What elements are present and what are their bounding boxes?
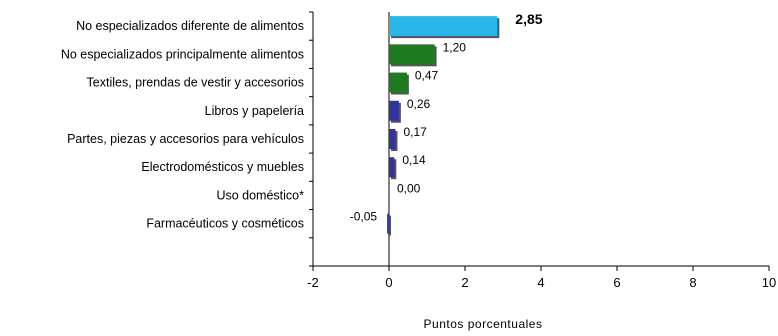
bar [387,213,389,234]
value-label: 0,26 [407,97,431,111]
category-label: Farmacéuticos y cosméticos [146,217,304,231]
value-label: 0,47 [415,69,439,83]
bar [389,44,435,65]
x-tick-label: 8 [689,275,696,290]
category-label: No especializados diferente de alimentos [76,19,304,33]
x-tick-label: 10 [762,275,776,290]
category-label: Libros y papelería [205,104,304,118]
category-label: No especializados principalmente aliment… [61,47,304,61]
category-label: Partes, piezas y accesorios para vehícul… [67,132,304,146]
x-tick-label: -2 [307,275,319,290]
x-tick-label: 6 [613,275,620,290]
value-label: 0,14 [402,153,426,167]
x-axis-title: Puntos porcentuales [424,317,543,331]
category-label: Textiles, prendas de vestir y accesorios [87,76,304,90]
bar [389,72,407,93]
bar-shadow [389,215,391,236]
value-label: 0,17 [403,125,427,139]
x-tick-label: 4 [537,275,544,290]
bars [387,16,500,236]
x-tick-label: 0 [385,275,392,290]
value-label: 0,00 [397,181,421,195]
value-label: -0,05 [350,210,378,224]
bar [389,100,399,121]
value-label: 1,20 [443,40,467,54]
labels: -2 0 2 4 6 8 10 No especializados diferente de … [61,11,776,290]
bar [389,157,395,178]
bar [389,129,396,149]
bar [389,16,498,37]
category-label: Electrodomésticos y muebles [141,160,304,174]
axes [309,11,770,271]
category-label: Uso doméstico* [216,188,304,202]
x-tick-label: 2 [461,275,468,290]
value-label: 2,85 [515,11,542,27]
